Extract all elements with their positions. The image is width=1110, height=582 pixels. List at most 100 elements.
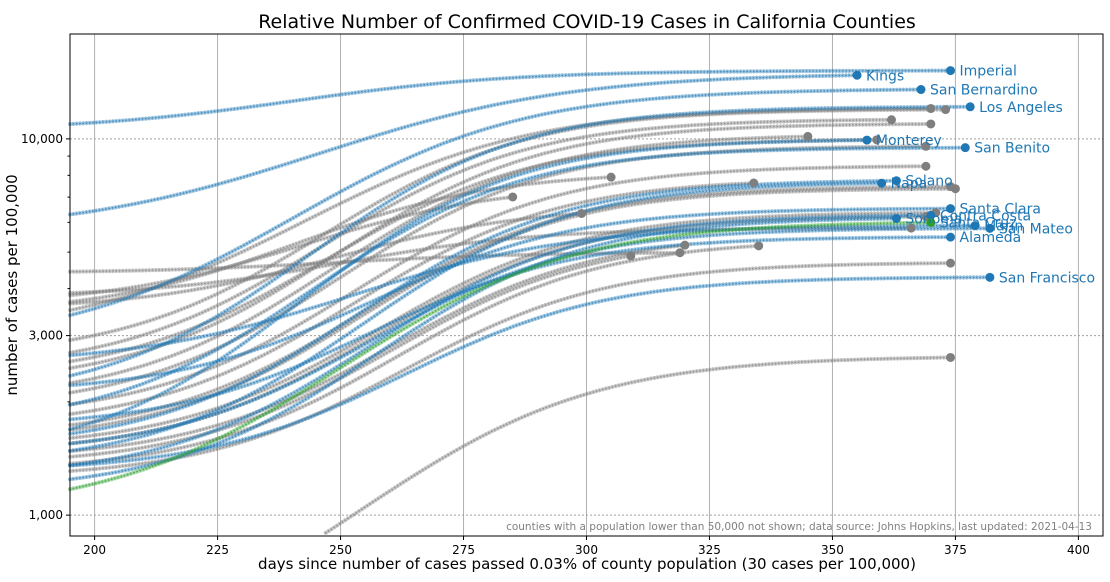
- series-dots: [69, 185, 952, 426]
- x-tick-label: 250: [329, 543, 352, 557]
- county-label: San Mateo: [999, 221, 1073, 237]
- series-line: [67, 138, 870, 432]
- series-end-marker: [946, 204, 956, 214]
- county-label: Santa Cruz: [940, 215, 1017, 231]
- county-label: Contra Costa: [940, 208, 1031, 224]
- series-line: [67, 223, 978, 358]
- series-end-marker: [626, 251, 636, 261]
- series-dots: [69, 211, 937, 439]
- y-axis: 1,000 3,000 10,000: [21, 132, 70, 522]
- series-dots: [69, 262, 952, 472]
- series-line: [67, 210, 938, 441]
- series-end-marker: [926, 104, 936, 114]
- series-dots: [69, 182, 755, 415]
- series-dots: [69, 214, 932, 467]
- series-end-marker: [960, 143, 970, 153]
- series-end-marker: [862, 135, 872, 145]
- series-dots: [69, 182, 883, 452]
- end-markers: [508, 66, 995, 362]
- x-tick-label: 200: [83, 543, 106, 557]
- series-line: [67, 243, 761, 466]
- series-dots: [69, 251, 681, 273]
- x-tick-label: 375: [944, 543, 967, 557]
- series-end-marker: [577, 208, 587, 218]
- series-end-marker: [985, 223, 995, 233]
- series-line: [67, 211, 584, 306]
- series-dots: [69, 88, 922, 317]
- series-dots: [69, 255, 632, 458]
- series-end-marker: [749, 178, 759, 188]
- series-line: [67, 73, 860, 217]
- y-tick-label: 1,000: [29, 508, 63, 522]
- series-dots: [69, 224, 976, 357]
- x-tick-label: 400: [1067, 543, 1090, 557]
- county-label: Sonoma: [905, 212, 962, 228]
- series-end-marker: [985, 272, 995, 282]
- series-end-marker: [680, 240, 690, 250]
- series-end-marker: [926, 217, 936, 227]
- series-end-marker: [946, 352, 956, 362]
- data-source-note: counties with a population lower than 50…: [506, 521, 1092, 533]
- series-end-marker: [970, 221, 980, 231]
- series-dots: [69, 119, 893, 354]
- series-end-marker: [921, 141, 931, 151]
- county-label: Solano: [905, 174, 952, 190]
- x-tick-label: 350: [821, 543, 844, 557]
- series-end-marker: [941, 105, 951, 115]
- series-dots: [69, 69, 952, 125]
- county-label: Los Angeles: [979, 100, 1063, 116]
- series-lines: [67, 68, 993, 535]
- series-dots: [69, 236, 952, 421]
- x-tick-label: 300: [575, 543, 598, 557]
- series-dots: [69, 217, 898, 481]
- series-end-marker: [926, 210, 936, 220]
- series-line: [67, 180, 756, 417]
- series-line: [67, 104, 973, 378]
- x-tick-label: 225: [206, 543, 229, 557]
- county-label: Santa Clara: [960, 202, 1041, 218]
- series-end-marker: [803, 131, 813, 141]
- county-label: Alameda: [960, 230, 1022, 246]
- x-tick-label: 325: [698, 543, 721, 557]
- series-line: [67, 186, 958, 432]
- series-line: [67, 68, 953, 127]
- series-line: [67, 181, 884, 453]
- series-dots: [69, 212, 583, 305]
- series-dots: [69, 107, 932, 312]
- series-line: [67, 261, 953, 474]
- series-end-marker: [906, 223, 916, 233]
- county-label: San Bernardino: [930, 83, 1038, 99]
- series-end-marker: [950, 184, 960, 194]
- series-end-marker: [946, 258, 956, 268]
- county-label: Kings: [866, 68, 904, 84]
- series-line: [67, 117, 894, 355]
- series-line: [67, 178, 899, 436]
- series-line: [67, 134, 811, 386]
- series-dots: [69, 145, 927, 394]
- series-dots: [69, 188, 957, 431]
- county-label: Imperial: [960, 64, 1017, 80]
- series-end-marker: [916, 85, 926, 95]
- series-line: [67, 250, 683, 274]
- series-line: [67, 253, 633, 459]
- series-end-marker: [891, 176, 901, 186]
- y-axis-label: number of cases per 100,000: [3, 174, 21, 395]
- series-dots: [69, 176, 612, 303]
- y-tick-label: 3,000: [29, 329, 63, 343]
- county-label: Monterey: [876, 133, 942, 149]
- county-label: San Francisco: [999, 270, 1095, 286]
- series-end-marker: [877, 178, 887, 188]
- series-line: [67, 87, 924, 318]
- series-end-marker: [852, 70, 862, 80]
- series-line: [67, 184, 953, 428]
- x-axis-label: days since number of cases passed 0.03% …: [258, 555, 916, 573]
- series-dots: [69, 139, 868, 431]
- series-end-marker: [926, 119, 936, 129]
- series-end-marker: [754, 241, 764, 251]
- series-dots: [69, 245, 760, 465]
- series-dots: [69, 244, 686, 452]
- series-line: [67, 226, 914, 295]
- series-dots: [69, 135, 809, 384]
